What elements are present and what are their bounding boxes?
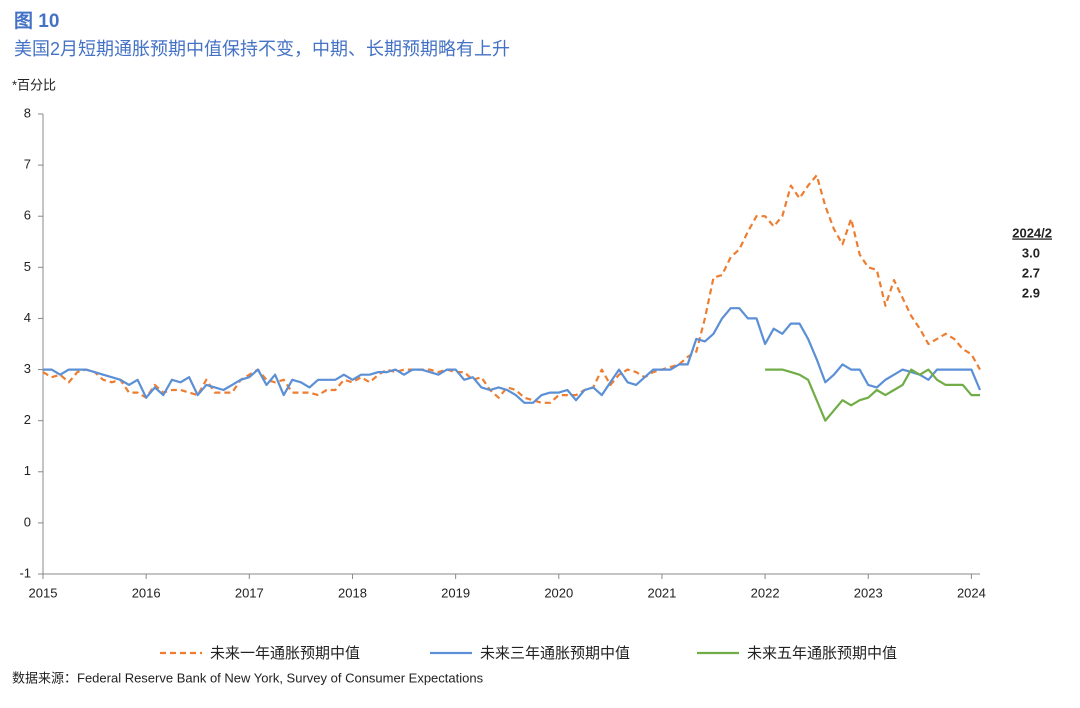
y-tick-label: 1 <box>24 463 31 478</box>
source: 数据来源：Federal Reserve Bank of New York, S… <box>12 670 484 685</box>
x-tick-label: 2015 <box>29 585 58 600</box>
series-line <box>43 307 982 404</box>
x-tick-label: 2020 <box>544 585 573 600</box>
y-tick-label: 3 <box>24 361 31 376</box>
y-axis-label: *百分比 <box>12 77 56 92</box>
series-line <box>765 368 980 422</box>
legend-label: 未来三年通胀预期中值 <box>480 645 630 662</box>
x-tick-label: 2019 <box>441 585 470 600</box>
y-tick-label: 6 <box>24 208 31 223</box>
y-tick-label: 0 <box>24 514 31 529</box>
legend-label: 未来五年通胀预期中值 <box>747 645 897 662</box>
annotation-label: 2.9 <box>1022 285 1040 300</box>
y-tick-label: 5 <box>24 259 31 274</box>
annotation-title: 2024/2 <box>1012 225 1052 240</box>
legend-label: 未来一年通胀预期中值 <box>210 645 360 662</box>
annotation-label: 3.0 <box>1022 245 1040 260</box>
y-tick-label: 8 <box>24 105 31 120</box>
y-tick-label: 4 <box>24 310 31 325</box>
x-tick-label: 2017 <box>235 585 264 600</box>
x-tick-label: 2022 <box>751 585 780 600</box>
x-tick-label: 2024 <box>957 585 986 600</box>
y-tick-label: 2 <box>24 412 31 427</box>
x-tick-label: 2023 <box>854 585 883 600</box>
x-tick-label: 2021 <box>647 585 676 600</box>
x-tick-label: 2016 <box>132 585 161 600</box>
chart-title: 图 10 <box>14 10 59 32</box>
y-tick-label: 7 <box>24 157 31 172</box>
y-tick-label: -1 <box>19 565 31 580</box>
x-tick-label: 2018 <box>338 585 367 600</box>
chart-subtitle: 美国2月短期通胀预期中值保持不变，中期、长期预期略有上升 <box>14 39 510 59</box>
annotation-label: 2.7 <box>1022 265 1040 280</box>
